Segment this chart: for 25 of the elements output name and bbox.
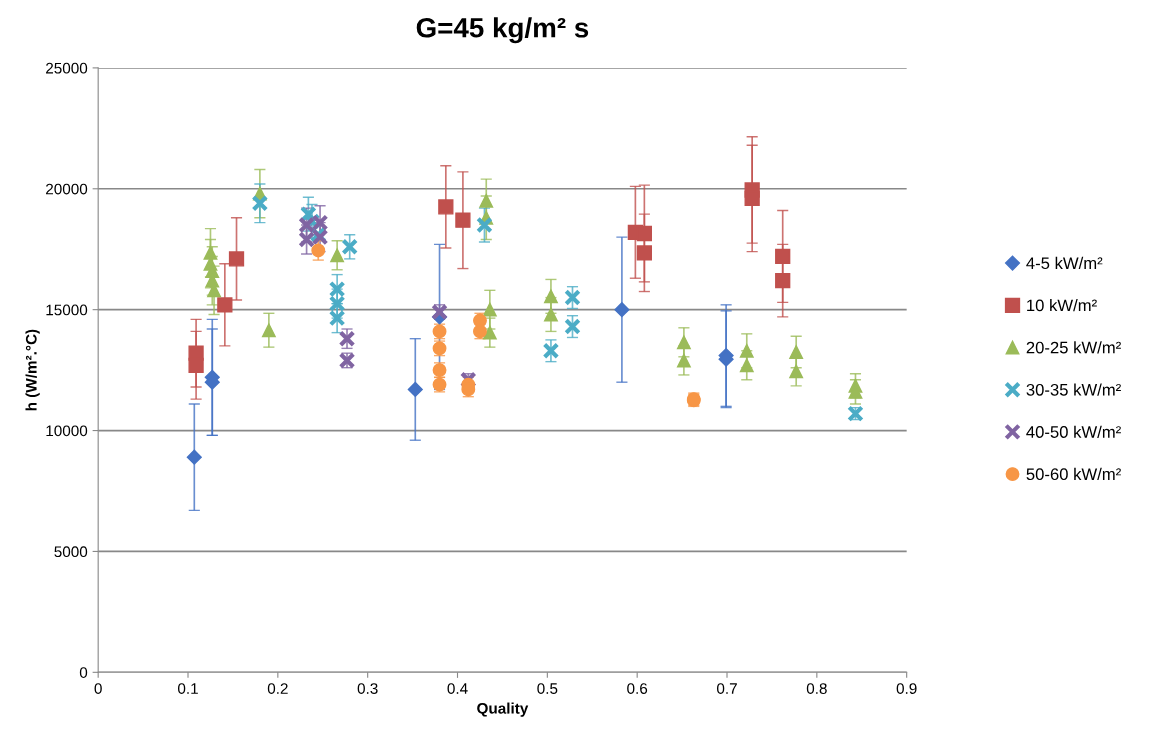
x-tick-label: 0.7 [716,683,737,694]
legend-label: 50-60 kW/m² [1026,467,1121,481]
legend-label: 20-25 kW/m² [1026,341,1121,354]
legend-label: 40-50 kW/m² [1026,425,1121,438]
legend-label: 10 kW/m² [1027,299,1097,312]
legend-label: 4-5 kW/m² [1026,256,1103,270]
x-tick-label: 0.1 [177,683,198,694]
x-tick-label: 0.8 [806,683,827,694]
y-tick-label: 20000 [46,183,88,195]
y-tick-label: 15000 [46,304,88,316]
legend-label: 30-35 kW/m² [1026,383,1121,396]
chart-title: G=45 kg/m² s [416,17,589,44]
x-tick-label: 0.5 [537,683,558,694]
x-tick-label: 0.6 [627,683,648,694]
x-tick-label: 0 [94,683,102,694]
y-tick-label: 10000 [46,425,88,437]
x-tick-label: 0.4 [447,683,468,694]
x-axis-title: Quality [477,702,529,717]
y-tick-label: 25000 [46,62,88,74]
x-tick-label: 0.9 [896,683,917,694]
y-tick-label: 5000 [54,546,88,558]
x-tick-label: 0.2 [267,683,288,694]
y-axis-title: h (W/m².°C) [25,329,40,411]
x-tick-label: 0.3 [357,683,378,694]
y-tick-label: 0 [79,667,88,678]
